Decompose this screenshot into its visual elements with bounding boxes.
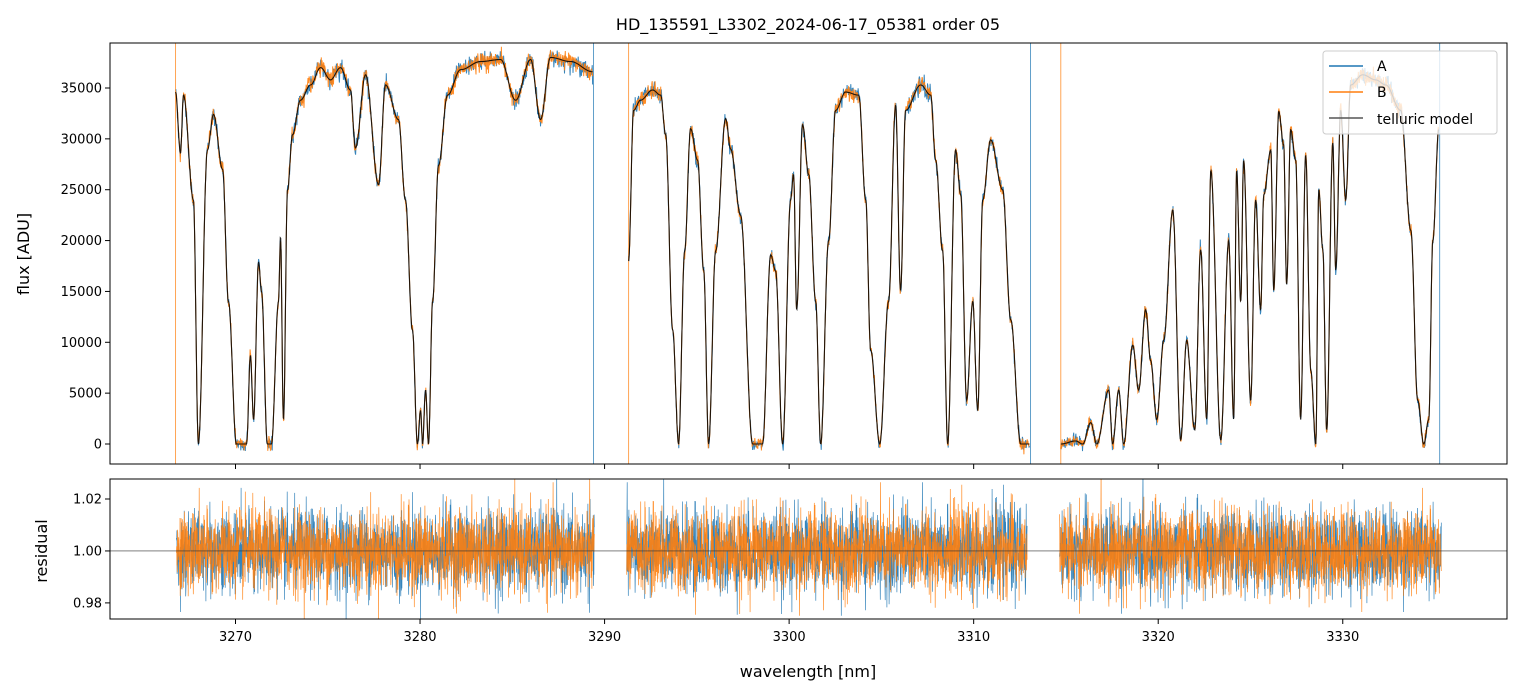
x-tick-label: 3290: [588, 630, 621, 645]
residual-lines: [176, 479, 1442, 619]
residual-y-tick-label: 1.00: [73, 544, 102, 559]
residual-y-tick-label: 0.98: [73, 596, 102, 611]
x-axis-label: wavelength [nm]: [740, 662, 877, 681]
legend-label-a: A: [1377, 59, 1387, 75]
legend-label-model: telluric model: [1377, 112, 1473, 128]
residual-y-tick-label: 1.02: [73, 493, 102, 508]
residual-axes: 0.98 1.00 1.02 3270 3280 3290 3300 3310 3320 3330: [73, 478, 1508, 645]
flux-y-tick-label: 25000: [61, 183, 102, 198]
residual-axes-frame: [109, 478, 1508, 620]
flux-y-tick-label: 0: [94, 438, 102, 453]
chart-title: HD_135591_L3302_2024-06-17_05381 order 0…: [616, 15, 1000, 35]
residual-y-label: residual: [32, 519, 51, 582]
x-tick-label: 3310: [957, 630, 990, 645]
flux-y-tick-label: 15000: [61, 285, 102, 300]
flux-y-tick-label: 20000: [61, 234, 102, 249]
legend-label-b: B: [1377, 85, 1387, 101]
telluric-model-segment-0: [175, 56, 593, 445]
residual-series-b-segment-0: [176, 479, 595, 619]
flux-y-label: flux [ADU]: [14, 213, 33, 295]
flux-y-tick-label: 30000: [61, 132, 102, 147]
flux-series-b-segment-1: [628, 76, 1030, 455]
legend-box: [1322, 50, 1498, 135]
x-tick-label: 3330: [1326, 630, 1359, 645]
residual-series-b-segment-2: [1059, 479, 1442, 614]
residual-series-a-segment-2: [1059, 479, 1442, 614]
flux-axes: 0 5000 10000 15000 20000 25000 30000 35000: [61, 42, 1508, 469]
flux-series-a-segment-0: [175, 49, 594, 452]
flux-y-tick-label: 5000: [69, 387, 102, 402]
x-tick-label: 3270: [219, 630, 252, 645]
flux-series-a-segment-1: [628, 74, 1030, 451]
flux-y-tick-label: 35000: [61, 81, 102, 96]
x-tick-label: 3320: [1142, 630, 1175, 645]
x-tick-label: 3280: [403, 630, 436, 645]
flux-axes-frame: [109, 42, 1508, 465]
flux-series-b-segment-0: [175, 46, 594, 452]
x-tick-label: 3300: [773, 630, 806, 645]
telluric-model-segment-1: [628, 84, 1030, 445]
legend: A B telluric model: [1322, 50, 1498, 135]
flux-lines: [175, 43, 1441, 464]
flux-y-tick-label: 10000: [61, 336, 102, 351]
